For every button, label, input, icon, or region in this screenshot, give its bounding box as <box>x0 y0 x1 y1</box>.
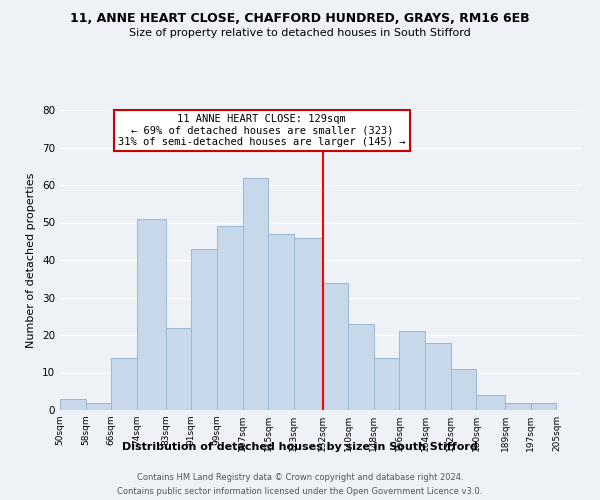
Text: Contains HM Land Registry data © Crown copyright and database right 2024.: Contains HM Land Registry data © Crown c… <box>137 472 463 482</box>
Bar <box>137 219 166 410</box>
Bar <box>476 395 505 410</box>
Bar <box>451 369 476 410</box>
Bar <box>348 324 374 410</box>
Bar <box>425 342 451 410</box>
Bar <box>531 402 556 410</box>
Bar <box>294 238 323 410</box>
Text: 11, ANNE HEART CLOSE, CHAFFORD HUNDRED, GRAYS, RM16 6EB: 11, ANNE HEART CLOSE, CHAFFORD HUNDRED, … <box>70 12 530 26</box>
Bar <box>400 331 425 410</box>
Bar <box>268 234 294 410</box>
Bar <box>86 402 111 410</box>
Bar <box>242 178 268 410</box>
Bar <box>166 328 191 410</box>
Text: 11 ANNE HEART CLOSE: 129sqm
← 69% of detached houses are smaller (323)
31% of se: 11 ANNE HEART CLOSE: 129sqm ← 69% of det… <box>118 114 406 147</box>
Bar <box>505 402 531 410</box>
Text: Distribution of detached houses by size in South Stifford: Distribution of detached houses by size … <box>122 442 478 452</box>
Bar <box>191 248 217 410</box>
Bar <box>374 358 400 410</box>
Bar <box>60 399 86 410</box>
Text: Size of property relative to detached houses in South Stifford: Size of property relative to detached ho… <box>129 28 471 38</box>
Y-axis label: Number of detached properties: Number of detached properties <box>26 172 37 348</box>
Text: Contains public sector information licensed under the Open Government Licence v3: Contains public sector information licen… <box>118 488 482 496</box>
Bar <box>323 282 348 410</box>
Bar <box>217 226 242 410</box>
Bar <box>111 358 137 410</box>
